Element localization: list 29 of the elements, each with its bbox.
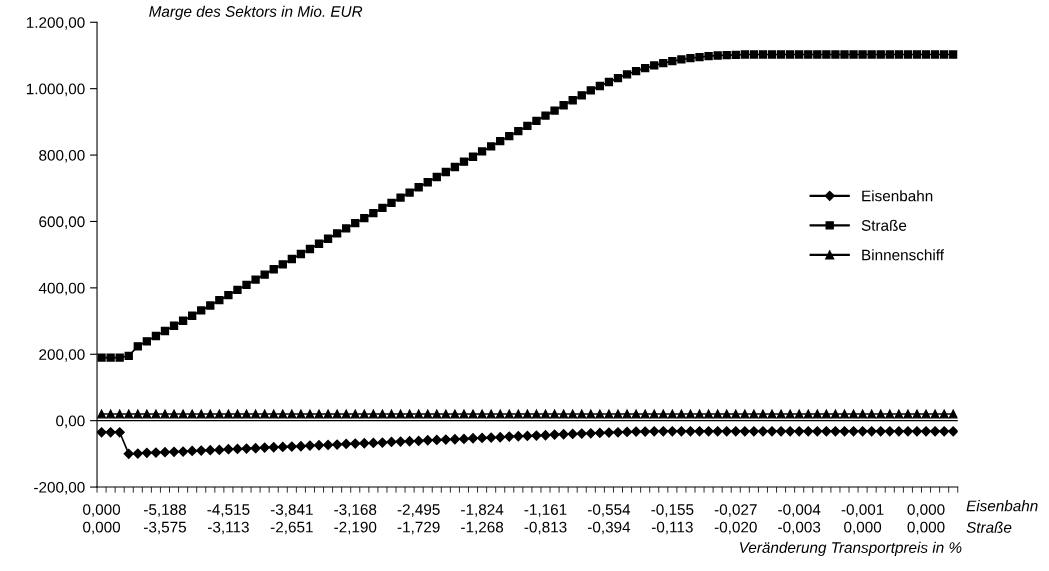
x-tick-label: -1,161 -0,813 (524, 504, 567, 535)
y-tick-label: 600,00 (39, 216, 85, 229)
y-tick-label: 800,00 (39, 149, 85, 163)
legend-label: Straße (861, 219, 907, 231)
x-tick-label: -0,004 -0,003 (778, 504, 821, 535)
x-tick-label: -0,554 -0,394 (587, 504, 631, 535)
x-tick-label: -2,495 -1,729 (397, 504, 440, 535)
x-tick-label: -0,001 0,000 (841, 504, 884, 535)
text: Eisenbahn (966, 500, 1038, 512)
y-tick-label: 400,00 (38, 282, 85, 296)
x-tick-label: -3,841 -2,651 (270, 504, 313, 535)
text: Straße (966, 521, 1012, 533)
legend-label: Eisenbahn (862, 190, 933, 202)
x-tick-label: -0,155 -0,113 (651, 504, 694, 535)
y-tick-label: 1.000,00 (26, 83, 85, 97)
x-tick-label: 0,000 0,000 (83, 504, 121, 535)
x-tick-label: -5,188 -3,575 (144, 504, 186, 535)
x-tick-label: -4,515 -3,113 (207, 504, 250, 535)
x-tick-label: 0,000 0,000 (907, 504, 945, 535)
y-tick-label: -200,00 (34, 481, 85, 495)
x-axis-title: Veränderung Transportpreis in % (740, 541, 962, 556)
x-tick-label: -1,824 -1,268 (461, 504, 504, 535)
y-axis-title: Marge des Sektors in Mio. EUR (149, 5, 363, 20)
legend-label: Binnenschiff (862, 249, 945, 261)
y-tick-label: 1.200,00 (26, 17, 85, 30)
y-tick-label: 0,00 (56, 415, 85, 429)
x-tick-label: -3,168 -2,190 (334, 504, 377, 535)
x-tick-label: -0,027 -0,020 (714, 504, 757, 535)
y-tick-label: 200,00 (39, 349, 85, 362)
